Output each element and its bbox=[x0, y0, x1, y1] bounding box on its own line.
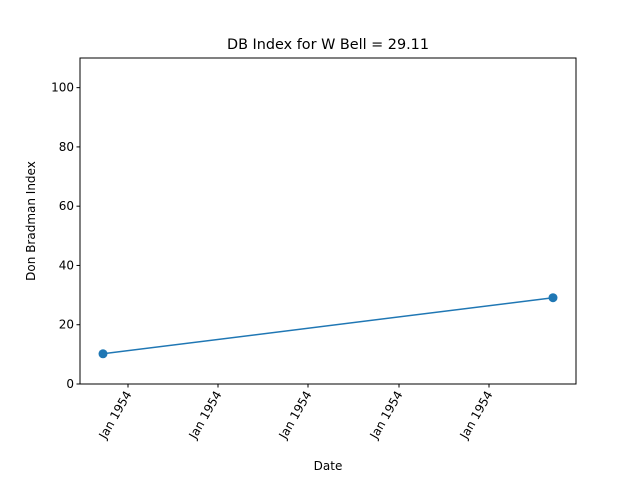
chart-title: DB Index for W Bell = 29.11 bbox=[227, 37, 429, 53]
y-axis: 0 20 40 60 80 100 bbox=[51, 81, 80, 391]
y-axis-label: Don Bradman Index bbox=[24, 161, 38, 281]
x-tick-label: Jan 1954 bbox=[276, 389, 315, 443]
y-tick-label: 80 bbox=[59, 140, 74, 154]
y-tick-label: 60 bbox=[59, 199, 74, 213]
series-layer bbox=[98, 293, 558, 359]
data-point bbox=[548, 293, 558, 303]
x-tick-label: Jan 1954 bbox=[186, 389, 225, 443]
series-line bbox=[102, 296, 554, 355]
data-point bbox=[98, 349, 108, 359]
x-tick-label: Jan 1954 bbox=[457, 389, 496, 443]
x-axis-label: Date bbox=[314, 459, 343, 473]
plot-area-frame bbox=[79, 57, 577, 385]
y-tick-label: 40 bbox=[59, 258, 74, 272]
y-tick-label: 0 bbox=[66, 377, 74, 391]
y-tick-label: 100 bbox=[51, 81, 74, 95]
x-axis: Jan 1954 Jan 1954 Jan 1954 Jan 1954 Jan 1954 bbox=[96, 384, 496, 442]
x-tick-label: Jan 1954 bbox=[96, 389, 135, 443]
x-tick-label: Jan 1954 bbox=[367, 389, 406, 443]
y-tick-label: 20 bbox=[59, 318, 74, 332]
